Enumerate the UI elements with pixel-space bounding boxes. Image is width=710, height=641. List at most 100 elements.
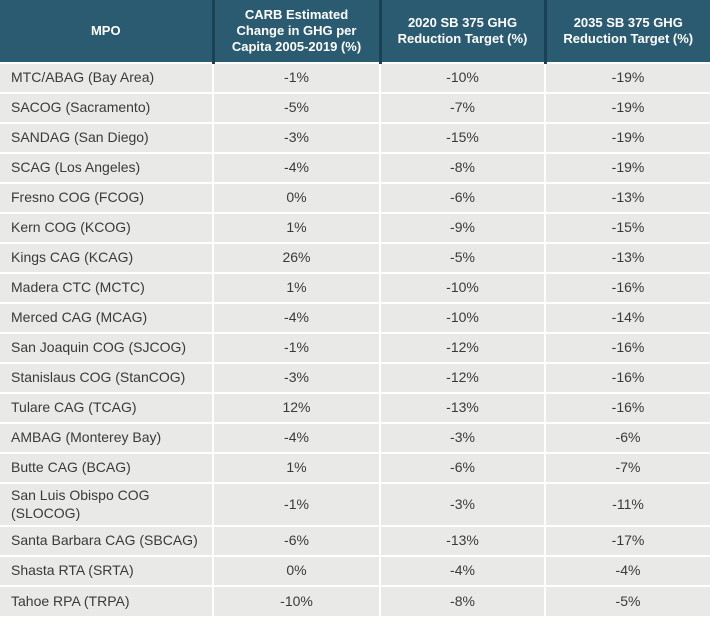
target-2035-cell: -14% (544, 302, 710, 333)
table-row: Kings CAG (KCAG) 26% -5% -13% (0, 242, 710, 273)
table-row: SANDAG (San Diego) -3% -15% -19% (0, 122, 710, 153)
target-2020-cell: -8% (379, 585, 545, 616)
table-row: San Joaquin COG (SJCOG) -1% -12% -16% (0, 332, 710, 363)
carb-change-cell: 0% (212, 182, 380, 213)
target-2020-cell: -12% (379, 332, 545, 363)
target-2020-cell: -8% (379, 152, 545, 183)
table-row: Butte CAG (BCAG) 1% -6% -7% (0, 452, 710, 483)
carb-change-cell: -6% (212, 525, 380, 556)
target-2035-cell: -13% (544, 242, 710, 273)
mpo-name-cell: Shasta RTA (SRTA) (0, 555, 213, 586)
mpo-name-cell: San Luis Obispo COG (SLOCOG) (0, 482, 213, 526)
target-2035-cell: -19% (544, 122, 710, 153)
target-2035-cell: -19% (544, 152, 710, 183)
table-bottom-margin (0, 616, 710, 619)
column-header-2035-target: 2035 SB 375 GHG Reduction Target (%) (543, 0, 710, 63)
target-2035-cell: -16% (544, 362, 710, 393)
target-2035-cell: -19% (544, 62, 710, 93)
mpo-name-cell: SANDAG (San Diego) (0, 122, 213, 153)
target-2035-cell: -17% (544, 525, 710, 556)
carb-change-cell: 0% (212, 555, 380, 586)
table-row: SACOG (Sacramento) -5% -7% -19% (0, 92, 710, 123)
carb-change-cell: 1% (212, 212, 380, 243)
mpo-name-cell: Kern COG (KCOG) (0, 212, 213, 243)
mpo-name-cell: Tahoe RPA (TRPA) (0, 585, 213, 616)
target-2020-cell: -13% (379, 392, 545, 423)
target-2035-cell: -16% (544, 392, 710, 423)
mpo-name-cell: Fresno COG (FCOG) (0, 182, 213, 213)
target-2035-cell: -16% (544, 332, 710, 363)
carb-change-cell: -4% (212, 152, 380, 183)
table-row: Tulare CAG (TCAG) 12% -13% -16% (0, 392, 710, 423)
table-row: Fresno COG (FCOG) 0% -6% -13% (0, 182, 710, 213)
mpo-name-cell: SACOG (Sacramento) (0, 92, 213, 123)
table-row: Santa Barbara CAG (SBCAG) -6% -13% -17% (0, 525, 710, 556)
table-row: Stanislaus COG (StanCOG) -3% -12% -16% (0, 362, 710, 393)
target-2020-cell: -3% (379, 482, 545, 526)
target-2035-cell: -6% (544, 422, 710, 453)
target-2035-cell: -19% (544, 92, 710, 123)
carb-change-cell: 12% (212, 392, 380, 423)
mpo-name-cell: Kings CAG (KCAG) (0, 242, 213, 273)
table-row: SCAG (Los Angeles) -4% -8% -19% (0, 152, 710, 183)
target-2020-cell: -9% (379, 212, 545, 243)
target-2020-cell: -3% (379, 422, 545, 453)
target-2020-cell: -13% (379, 525, 545, 556)
mpo-name-cell: Butte CAG (BCAG) (0, 452, 213, 483)
table-row: Madera CTC (MCTC) 1% -10% -16% (0, 272, 710, 303)
mpo-name-cell: Santa Barbara CAG (SBCAG) (0, 525, 213, 556)
target-2020-cell: -6% (379, 452, 545, 483)
carb-change-cell: -3% (212, 122, 380, 153)
target-2035-cell: -7% (544, 452, 710, 483)
target-2020-cell: -15% (379, 122, 545, 153)
carb-change-cell: -1% (212, 62, 380, 93)
target-2020-cell: -7% (379, 92, 545, 123)
carb-change-cell: -1% (212, 332, 380, 363)
table-row: Shasta RTA (SRTA) 0% -4% -4% (0, 555, 710, 586)
carb-change-cell: -3% (212, 362, 380, 393)
target-2035-cell: -5% (544, 585, 710, 616)
target-2035-cell: -4% (544, 555, 710, 586)
table-row: Merced CAG (MCAG) -4% -10% -14% (0, 302, 710, 333)
carb-change-cell: -5% (212, 92, 380, 123)
mpo-name-cell: Madera CTC (MCTC) (0, 272, 213, 303)
column-header-2020-target: 2020 SB 375 GHG Reduction Target (%) (378, 0, 545, 63)
mpo-name-cell: Stanislaus COG (StanCOG) (0, 362, 213, 393)
target-2020-cell: -10% (379, 272, 545, 303)
carb-change-cell: 1% (212, 272, 380, 303)
mpo-name-cell: Tulare CAG (TCAG) (0, 392, 213, 423)
mpo-name-cell: Merced CAG (MCAG) (0, 302, 213, 333)
carb-change-cell: -10% (212, 585, 380, 616)
mpo-name-cell: AMBAG (Monterey Bay) (0, 422, 213, 453)
ghg-targets-table: MPO CARB Estimated Change in GHG per Cap… (0, 0, 710, 616)
table-row: Tahoe RPA (TRPA) -10% -8% -5% (0, 585, 710, 616)
target-2035-cell: -13% (544, 182, 710, 213)
header-row: MPO CARB Estimated Change in GHG per Cap… (0, 0, 710, 63)
target-2020-cell: -10% (379, 302, 545, 333)
table-body: MTC/ABAG (Bay Area) -1% -10% -19% SACOG … (0, 62, 710, 616)
mpo-name-cell: San Joaquin COG (SJCOG) (0, 332, 213, 363)
carb-change-cell: 1% (212, 452, 380, 483)
carb-change-cell: -1% (212, 482, 380, 526)
target-2020-cell: -10% (379, 62, 545, 93)
target-2020-cell: -4% (379, 555, 545, 586)
target-2020-cell: -5% (379, 242, 545, 273)
table-row: Kern COG (KCOG) 1% -9% -15% (0, 212, 710, 243)
target-2020-cell: -12% (379, 362, 545, 393)
table-row: MTC/ABAG (Bay Area) -1% -10% -19% (0, 62, 710, 93)
target-2035-cell: -16% (544, 272, 710, 303)
table-header: MPO CARB Estimated Change in GHG per Cap… (0, 0, 710, 63)
mpo-name-cell: SCAG (Los Angeles) (0, 152, 213, 183)
carb-change-cell: -4% (212, 302, 380, 333)
target-2020-cell: -6% (379, 182, 545, 213)
table-row: San Luis Obispo COG (SLOCOG) -1% -3% -11… (0, 482, 710, 526)
carb-change-cell: -4% (212, 422, 380, 453)
column-header-mpo: MPO (0, 0, 213, 63)
target-2035-cell: -15% (544, 212, 710, 243)
target-2035-cell: -11% (544, 482, 710, 526)
table-row: AMBAG (Monterey Bay) -4% -3% -6% (0, 422, 710, 453)
carb-change-cell: 26% (212, 242, 380, 273)
column-header-carb-change: CARB Estimated Change in GHG per Capita … (211, 0, 380, 63)
mpo-name-cell: MTC/ABAG (Bay Area) (0, 62, 213, 93)
